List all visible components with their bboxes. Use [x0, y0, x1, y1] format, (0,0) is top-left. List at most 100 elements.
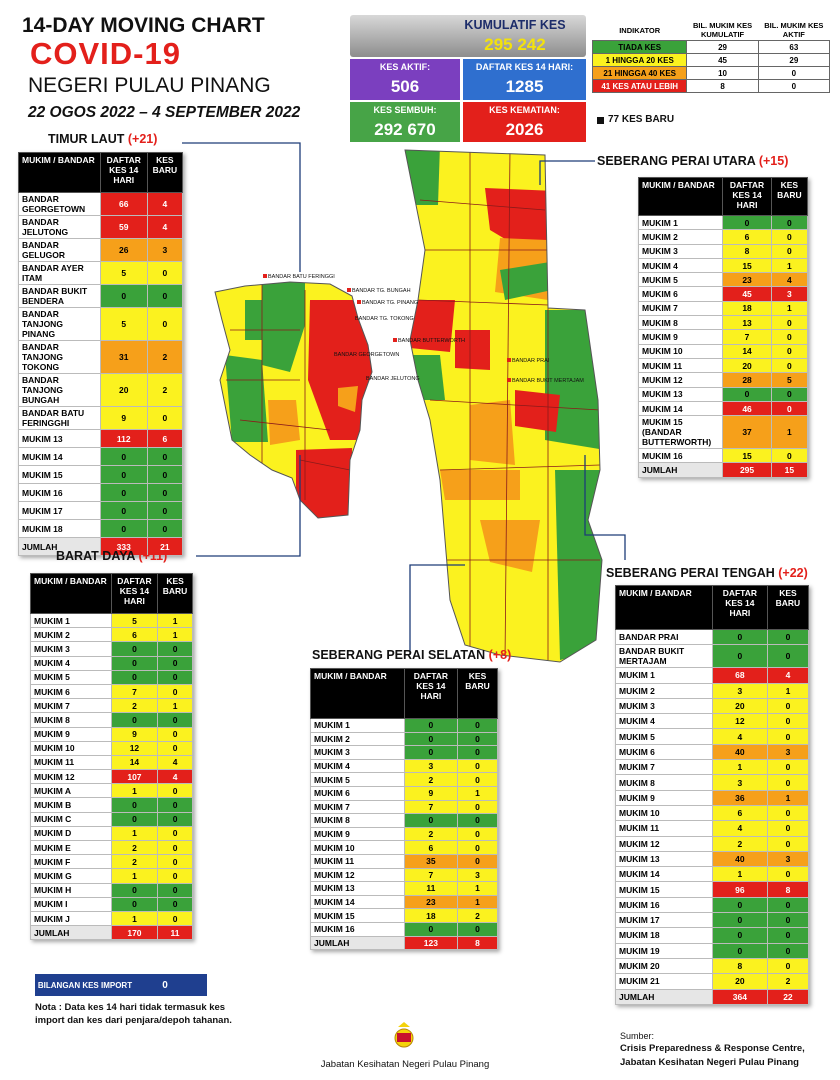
cases-14-day: 5	[110, 612, 159, 629]
cases-14-day: 2	[110, 839, 159, 856]
mukim-name: MUKIM H	[30, 882, 112, 898]
map-label: BANDAR JELUTONG	[366, 376, 420, 382]
legend-indicator: 21 HINGGA 40 KES	[591, 66, 688, 80]
mukim-name: MUKIM 7	[615, 759, 713, 776]
table-row: MUKIM 6 40 3	[615, 743, 810, 761]
new-cases: 0	[157, 641, 193, 657]
mukim-name: MUKIM 15	[310, 908, 405, 923]
cases-14-day: 0	[711, 927, 768, 944]
mukim-name: MUKIM I	[30, 896, 112, 912]
mukim-name: MUKIM J	[30, 910, 112, 927]
legend-header-row: INDIKATOR BIL. MUKIM KES KUMULATIF BIL. MU…	[592, 20, 830, 41]
cases-14-day: 13	[722, 315, 772, 331]
footnote: Nota : Data kes 14 hari tidak termasuk k…	[35, 1002, 232, 1026]
cases-14-day: 20	[711, 697, 768, 715]
table-header-row: MUKIM / BANDAR DAFTAR KES 14 HARI KES BARU	[18, 152, 184, 193]
mukim-name: MUKIM 7	[637, 300, 724, 317]
table-row: MUKIM 12 7 3	[310, 867, 498, 883]
cases-14-day: 0	[110, 896, 159, 912]
cases-14-day: 1	[711, 759, 768, 776]
new-cases: 4	[157, 769, 193, 785]
header-line2: COVID-19	[30, 36, 181, 71]
cases-14-day: 12	[711, 713, 768, 730]
legend-row: 1 HINGGA 20 KES 45 29	[591, 53, 831, 67]
table-row: MUKIM 4 12 0	[615, 713, 810, 730]
new-cases: 8	[766, 881, 810, 898]
new-cases: 0	[146, 307, 184, 341]
map-marker	[507, 378, 511, 382]
cases-14-day: 96	[711, 881, 768, 898]
mukim-name: BANDAR BUKIT BENDERA	[18, 284, 101, 308]
new-cases: 0	[766, 804, 810, 822]
cases-14-day: 1	[110, 868, 159, 884]
table-row: MUKIM 16 0 0	[310, 921, 498, 937]
table-row: MUKIM 15 18 2	[310, 908, 498, 923]
mukim-name: MUKIM E	[30, 839, 112, 856]
map-label: BANDAR TG. PINANG	[362, 300, 418, 306]
cases-14-day: 6	[711, 804, 768, 822]
new-cases: 0	[146, 483, 184, 502]
table-row: MUKIM 10 6 0	[615, 804, 810, 822]
active-box: KES AKTIF: 506	[350, 59, 460, 100]
table-header: KES BARU	[766, 585, 810, 630]
cases-14-day: 0	[403, 718, 459, 733]
table-header: KES BARU	[157, 573, 193, 614]
deaths-value: 2026	[505, 120, 544, 139]
new-cases: 3	[457, 867, 498, 883]
legend-count: 0	[757, 79, 831, 93]
table-header: DAFTAR KES 14 HARI	[722, 177, 772, 216]
cases-14-day: 9	[110, 726, 159, 742]
mukim-name: MUKIM 7	[310, 799, 405, 815]
new-cases: 21	[146, 537, 184, 556]
import-box: BILANGAN KES IMPORT 0	[35, 974, 207, 996]
cases-14-day: 8	[711, 957, 768, 975]
new-cases: 4	[766, 667, 810, 684]
connector	[196, 455, 301, 557]
mukim-name: MUKIM 14	[637, 400, 724, 417]
cases-14-day: 2	[711, 835, 768, 852]
new-cases: 2	[146, 373, 184, 407]
new-cases: 0	[457, 799, 498, 815]
mukim-name: MUKIM 5	[30, 669, 112, 685]
mukim-name: MUKIM 20	[615, 957, 713, 975]
table-header: MUKIM / BANDAR	[615, 585, 713, 630]
island-outline	[214, 281, 373, 519]
new-cases: 0	[457, 731, 498, 747]
mukim-name: MUKIM 15	[615, 881, 713, 898]
mukim-name: MUKIM A	[30, 783, 112, 799]
new-cases: 3	[146, 238, 184, 262]
cases-14-day: 2	[403, 826, 459, 842]
new-cases: 0	[766, 820, 810, 837]
cases-14-day: 0	[99, 284, 148, 308]
cases-14-day: 0	[403, 921, 459, 937]
mukim-name: BANDAR TANJONG PINANG	[18, 307, 101, 341]
total-row: JUMLAH 364 22	[615, 988, 810, 1005]
table-header: DAFTAR KES 14 HARI	[110, 573, 159, 614]
recovered-value: 292 670	[374, 120, 436, 139]
cases-14-day: 0	[110, 669, 159, 685]
cases-14-day: 5	[99, 307, 148, 341]
mukim-name: MUKIM 17	[18, 501, 101, 520]
mukim-name: MUKIM 10	[615, 804, 713, 822]
table-row: MUKIM 15 0 0	[18, 465, 184, 484]
map-marker	[263, 274, 267, 278]
connector	[182, 142, 301, 272]
new-cases: 0	[770, 214, 809, 231]
district-table: MUKIM / BANDAR DAFTAR KES 14 HARI KES BARU…	[637, 177, 809, 478]
map-marker	[357, 300, 361, 304]
cases-14-day: 0	[711, 942, 768, 959]
mukim-name: MUKIM 17	[615, 912, 713, 929]
table-row: MUKIM 15 (BANDAR BUTTERWORTH) 37 1	[637, 415, 809, 450]
table-row: MUKIM 14 1 0	[615, 866, 810, 883]
mukim-name: MUKIM 4	[310, 758, 405, 774]
mukim-name: MUKIM 4	[615, 713, 713, 730]
mukim-name: MUKIM 1	[637, 214, 724, 231]
mukim-name: JUMLAH	[18, 537, 101, 556]
mukim-name: MUKIM 9	[637, 329, 724, 345]
